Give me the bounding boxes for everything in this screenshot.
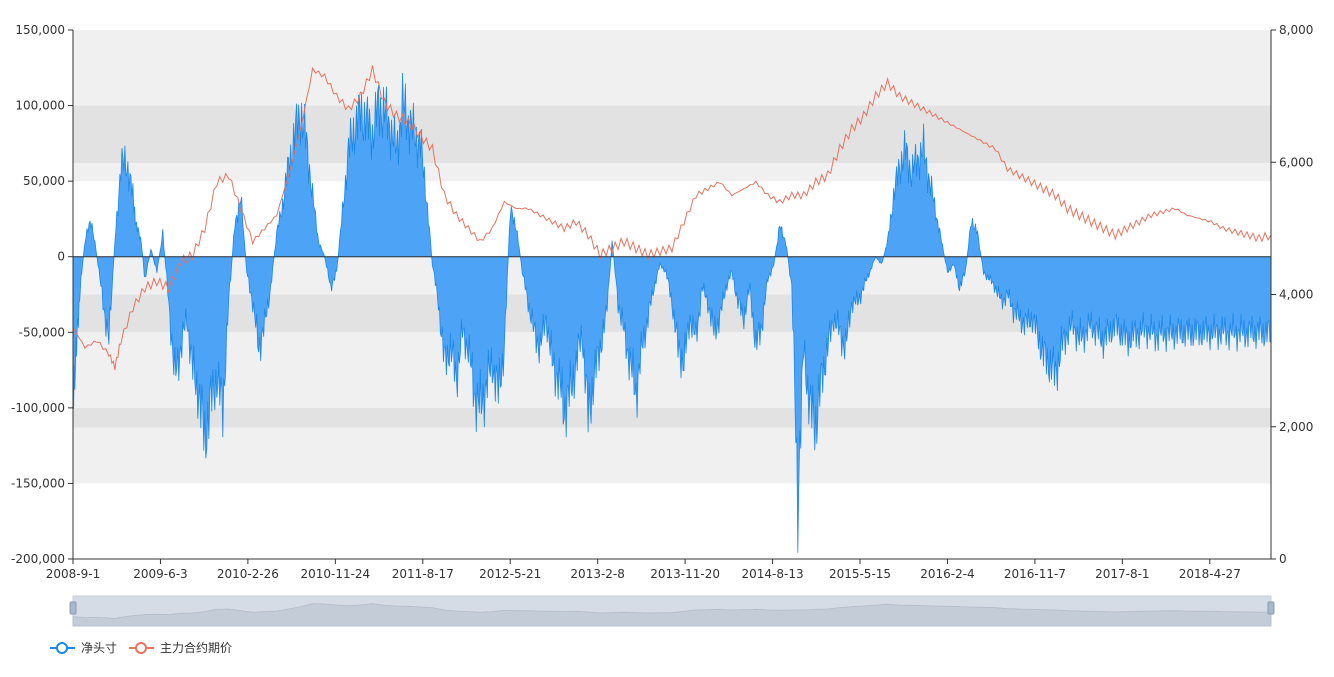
x-tick-label: 2012-5-21 [479,567,541,581]
legend-label: 净头寸 [81,641,118,655]
net-position-area [72,72,1272,553]
data-zoom-slider[interactable] [69,595,1275,627]
x-tick-label: 2016-11-7 [1004,567,1066,581]
x-tick-label: 2016-2-4 [920,567,974,581]
main-contract-price-line [72,65,1272,371]
y-tick-label-left: 0 [57,250,65,264]
y-tick-label-left: -50,000 [19,325,65,339]
legend: 净头寸 主力合约期价 [50,639,232,656]
legend-item-main-contract-price[interactable]: 主力合约期价 [129,639,232,656]
grid-band [73,407,1271,428]
y-axis-right-ticks: 8,000 6,000 4,000 2,000 0 [1271,23,1313,566]
y-tick-label-right: 2,000 [1279,420,1313,434]
grid-band [73,30,1271,106]
x-tick-label: 2009-6-3 [133,567,187,581]
y-axis-left-ticks: 150,000 100,000 50,000 0 -50,000 -100,000 -150… [11,23,73,566]
zoom-handle-right[interactable] [1267,601,1275,615]
x-tick-label: 2008-9-1 [46,567,100,581]
x-tick-label: 2014-8-13 [742,567,804,581]
legend-circle-icon [129,641,155,655]
x-tick-label: 2017-8-1 [1095,567,1149,581]
x-tick-label: 2018-4-27 [1179,567,1241,581]
x-tick-label: 2015-5-15 [829,567,891,581]
zoom-handle-left[interactable] [69,601,77,615]
x-tick-label: 2010-11-24 [300,567,370,581]
y-tick-label-right: 0 [1279,552,1287,566]
y-tick-label-left: 100,000 [15,99,65,113]
x-axis-ticks: 2008-9-1 2009-6-3 2010-2-26 2010-11-24 2011-… [46,559,1241,581]
zoom-preview [72,603,1272,627]
y-tick-label-left: -150,000 [11,476,65,490]
y-tick-label-left: 50,000 [23,174,65,188]
axes [72,30,1272,560]
grid-band [73,163,1271,182]
x-tick-label: 2013-2-8 [570,567,624,581]
x-tick-label: 2011-8-17 [392,567,454,581]
y-tick-label-left: -100,000 [11,401,65,415]
legend-circle-icon [50,641,75,655]
x-tick-label: 2013-11-20 [650,567,720,581]
grid-band [73,332,1271,408]
y-tick-label-right: 4,000 [1279,288,1313,302]
grid-band [73,105,1271,164]
y-tick-label-right: 6,000 [1279,155,1313,169]
x-tick-label: 2010-2-26 [217,567,279,581]
y-tick-label-left: -200,000 [11,552,65,566]
grid-band [73,427,1271,484]
y-tick-label-right: 8,000 [1279,23,1313,37]
legend-item-net-position[interactable]: 净头寸 [50,639,117,656]
y-tick-label-left: 150,000 [15,23,65,37]
legend-label: 主力合约期价 [160,641,233,655]
